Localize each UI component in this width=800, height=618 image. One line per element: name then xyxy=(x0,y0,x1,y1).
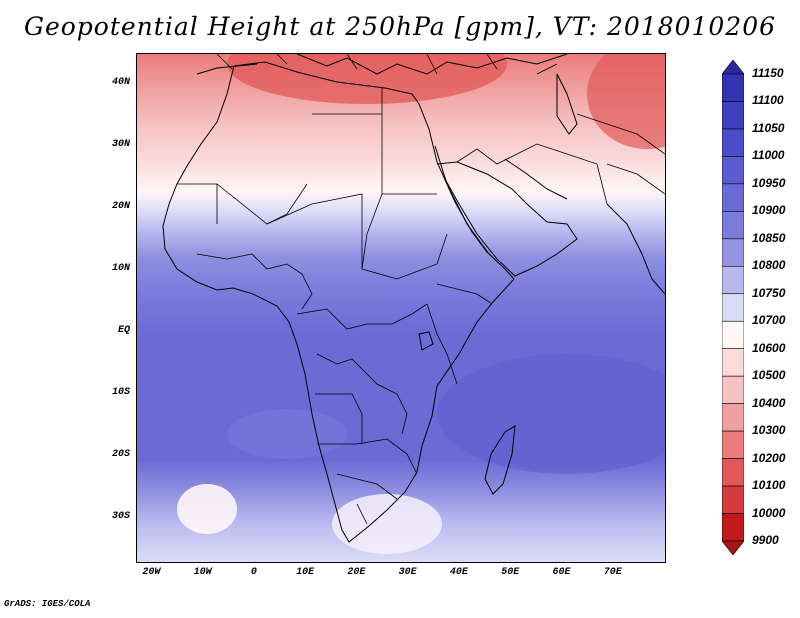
colorbar-box xyxy=(722,375,744,404)
colorbar-level-label: 10900 xyxy=(752,203,786,218)
field-high-indian-ocean xyxy=(437,354,665,474)
lat-tick-label: EQ xyxy=(117,324,130,336)
red-sea-coastline xyxy=(434,145,490,255)
field-low-mediterranean xyxy=(227,54,507,104)
colorbar-level-label: 10000 xyxy=(752,505,786,520)
colorbar-box xyxy=(722,183,744,212)
colorbar-level-label: 11050 xyxy=(752,120,785,135)
field-low-south-africa xyxy=(332,494,442,554)
colorbar-level-label: 10800 xyxy=(752,258,786,273)
lat-tick-label: 10N xyxy=(111,262,130,274)
madagascar-coastline xyxy=(484,425,516,495)
colorbar-box xyxy=(722,430,744,459)
border-niger-chad xyxy=(266,193,363,269)
lat-tick-label: 20S xyxy=(111,448,130,460)
caspian-coastline xyxy=(556,73,578,135)
colorbar-level-label: 11000 xyxy=(752,148,785,163)
colorbar-level-label: 9900 xyxy=(752,533,779,547)
border-congo xyxy=(316,353,408,435)
lat-tick-label: 30S xyxy=(111,510,130,522)
lon-tick-label: 10E xyxy=(296,567,315,578)
colorbar-level-label: 10750 xyxy=(752,285,786,300)
colorbar-bottom-triangle xyxy=(722,540,744,555)
colorbar-level-label: 10950 xyxy=(752,175,786,190)
border-middle-east xyxy=(456,143,608,205)
colorbar-level-label: 11100 xyxy=(752,93,784,108)
lon-tick-label: 0 xyxy=(250,567,257,578)
europe-coastline xyxy=(196,54,568,75)
lon-tick-label: 20E xyxy=(347,567,366,578)
lon-tick-label: 70E xyxy=(603,567,622,578)
colorbar-box xyxy=(722,403,744,432)
border-west-africa xyxy=(196,253,313,310)
colorbar-box xyxy=(722,513,744,542)
colorbar-box xyxy=(722,73,744,102)
colorbar-level-label: 10600 xyxy=(752,340,786,355)
lon-tick-label: 50E xyxy=(501,567,520,578)
lon-tick-label: 60E xyxy=(552,567,571,578)
colorbar-box xyxy=(722,265,744,295)
lon-tick-label: 20W xyxy=(142,567,161,578)
border-east-africa xyxy=(426,283,493,385)
colorbar-level-label: 10850 xyxy=(752,230,786,245)
border-southern-africa xyxy=(317,438,418,525)
colorbar-box xyxy=(722,293,744,322)
border-mali-algeria xyxy=(216,183,308,225)
colorbar-level-label: 11150 xyxy=(752,66,784,80)
colorbar-box xyxy=(722,458,744,487)
colorbar-level-label: 10400 xyxy=(752,395,786,410)
colorbar-box xyxy=(722,156,744,185)
africa-coastline xyxy=(162,61,515,543)
colorbar xyxy=(722,60,744,555)
colorbar-top-triangle xyxy=(722,60,744,75)
footer-credit: GrADS: IGES/COLA xyxy=(4,599,91,609)
persian-gulf-coastline xyxy=(504,158,568,200)
arabian-peninsula-coastline xyxy=(436,161,578,277)
colorbar-box xyxy=(722,238,744,267)
field-background xyxy=(137,54,665,562)
colorbar-level-label: 10100 xyxy=(752,478,786,493)
border-europe xyxy=(216,54,558,75)
chart-title: Geopotential Height at 250hPa [gpm], VT:… xyxy=(23,12,777,41)
colorbar-box xyxy=(722,101,744,130)
colorbar-level-label: 10200 xyxy=(752,450,786,465)
colorbar-box xyxy=(722,211,744,240)
colorbar-box xyxy=(722,320,744,350)
lon-tick-label: 10W xyxy=(193,567,212,578)
map-panel xyxy=(136,53,666,563)
colorbar-level-label: 10500 xyxy=(752,368,786,383)
lon-tick-label: 40E xyxy=(449,567,468,578)
border-libya-egypt xyxy=(312,88,383,194)
border-central-africa xyxy=(296,303,428,330)
colorbar-box xyxy=(722,348,744,377)
colorbar-box xyxy=(722,485,744,514)
lon-tick-label: 30E xyxy=(398,567,417,578)
field-high-south-atlantic xyxy=(227,409,347,459)
lat-tick-label: 10S xyxy=(111,386,130,398)
border-angola xyxy=(315,393,363,444)
field-low-south-atlantic xyxy=(177,484,237,534)
colorbar-box xyxy=(722,128,744,157)
colorbar-level-label: 10300 xyxy=(752,423,786,438)
colorbar-level-label: 10700 xyxy=(752,313,786,328)
field-low-northeast xyxy=(587,54,665,149)
geopotential-map xyxy=(137,54,665,562)
lake-victoria-coastline xyxy=(418,331,434,351)
lat-tick-label: 30N xyxy=(111,138,130,150)
country-borders xyxy=(177,54,665,525)
border-sudan xyxy=(361,193,448,280)
lat-tick-label: 20N xyxy=(111,200,130,212)
lat-tick-label: 40N xyxy=(111,76,130,88)
india-coastline xyxy=(606,203,665,295)
border-asia xyxy=(576,113,665,195)
coastlines xyxy=(162,54,665,543)
